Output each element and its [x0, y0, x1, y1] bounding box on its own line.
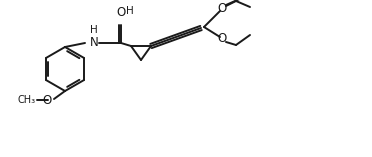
Text: O: O [116, 6, 126, 19]
Text: H: H [90, 25, 98, 35]
Text: O: O [43, 95, 52, 108]
Text: H: H [126, 6, 134, 16]
Text: N: N [90, 36, 98, 49]
Text: CH₃: CH₃ [18, 95, 36, 105]
Text: O: O [217, 32, 227, 46]
Text: O: O [217, 3, 227, 16]
